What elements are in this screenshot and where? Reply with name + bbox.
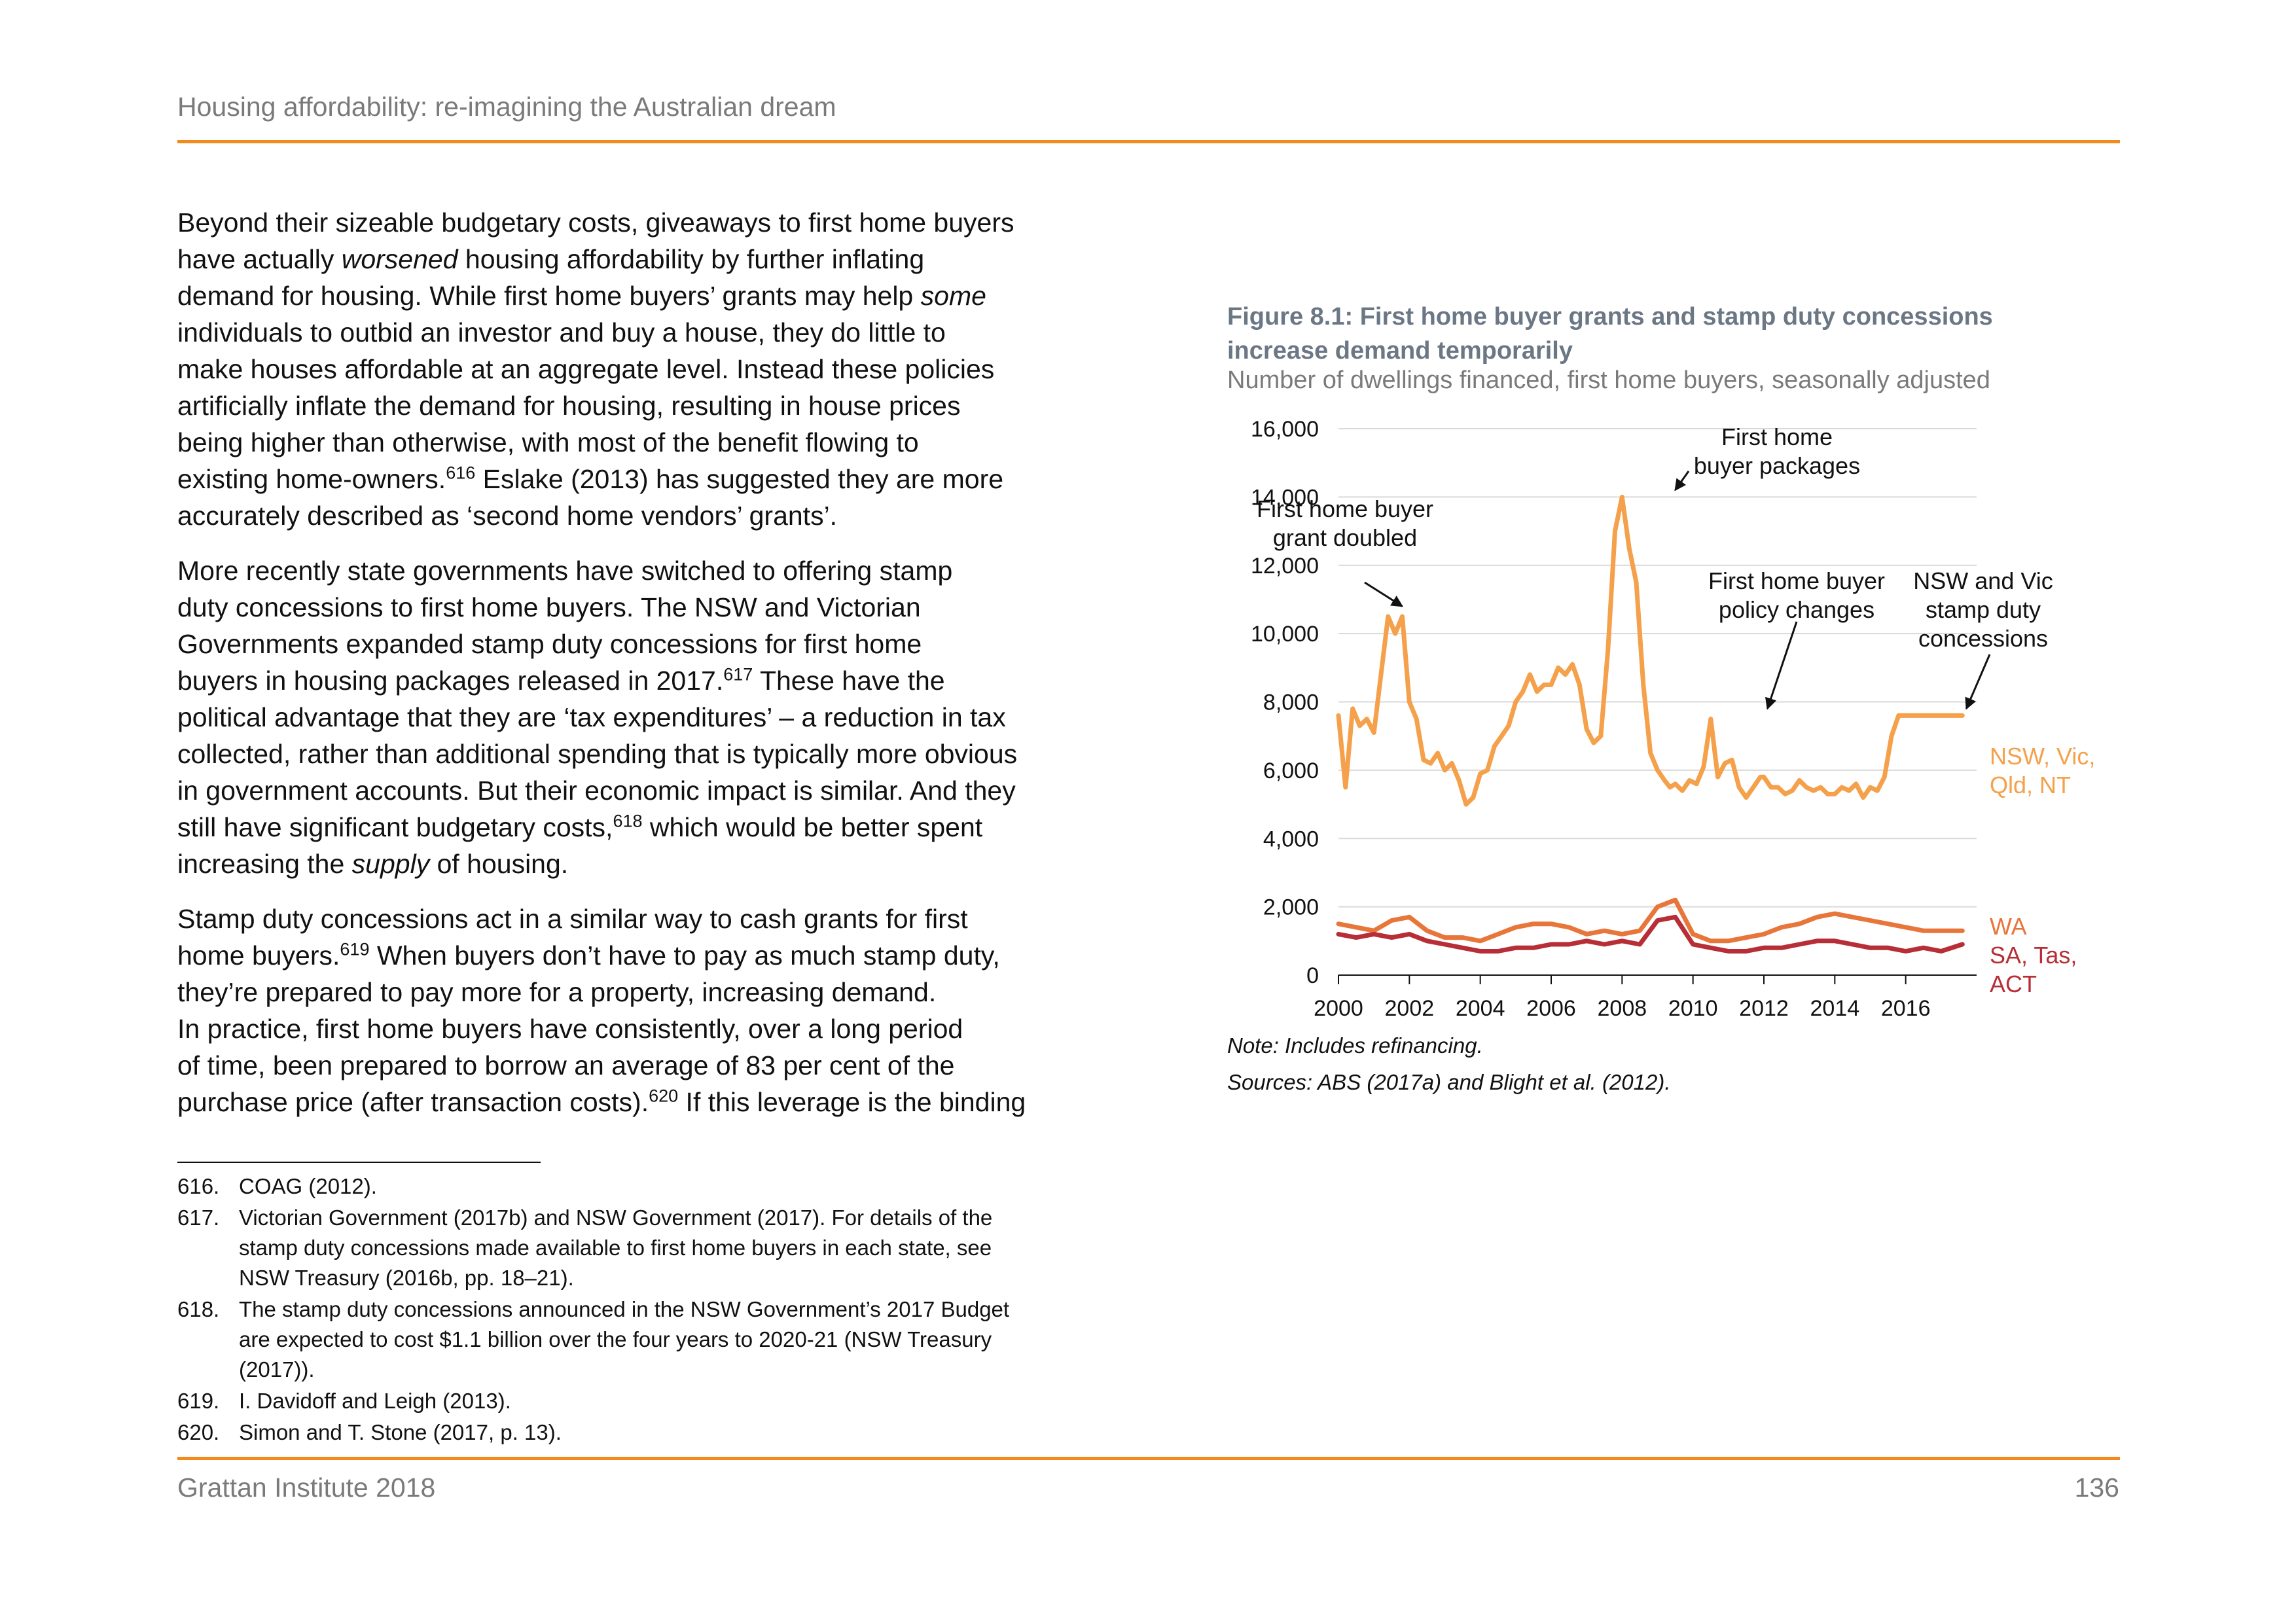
footnote-text: I. Davidoff and Leigh (2013).	[239, 1389, 511, 1413]
body-line: In practice, first home buyers have cons…	[177, 1014, 963, 1044]
footnote: 616. COAG (2012).	[177, 1171, 1094, 1202]
body-line: buyers in housing packages released in 2…	[177, 664, 945, 696]
figure-title: Figure 8.1: First home buyer grants and …	[1227, 300, 2078, 368]
body-line: accurately described as ‘second home ven…	[177, 501, 838, 531]
footnotes: 616. COAG (2012). 617. Victorian Governm…	[177, 1171, 1094, 1449]
annotation-text: stamp duty	[1926, 596, 2041, 623]
x-tick-label: 2014	[1810, 996, 1860, 1021]
footnote-divider	[177, 1162, 541, 1163]
header-divider	[177, 140, 2120, 143]
page-number: 136	[2074, 1472, 2119, 1503]
series-label: Qld, NT	[1990, 772, 2071, 798]
annotation-text: grant doubled	[1273, 524, 1417, 551]
series-line	[1336, 914, 1965, 954]
footnote-number: 619.	[177, 1389, 220, 1413]
footnote-text: NSW Treasury (2016b, pp. 18–21).	[239, 1266, 574, 1290]
body-line: political advantage that they are ‘tax e…	[177, 702, 1006, 732]
body-text: Beyond their sizeable budgetary costs, g…	[177, 204, 1094, 1120]
body-line: increasing the supply of housing.	[177, 849, 569, 879]
figure-title-line: Figure 8.1: First home buyer grants and …	[1227, 303, 1993, 330]
series-label: ACT	[1990, 971, 2037, 997]
annotation-arrow	[1765, 621, 1798, 710]
y-tick-label: 8,000	[1263, 690, 1319, 715]
footer-divider	[177, 1457, 2120, 1460]
series-line	[1336, 494, 1965, 807]
footnote: 620. Simon and T. Stone (2017, p. 13).	[177, 1418, 1094, 1448]
figure-subtitle: Number of dwellings financed, first home…	[1227, 366, 1990, 394]
footer-publisher: Grattan Institute 2018	[177, 1472, 436, 1503]
line-chart: 0 2,000 4,000 6,000 8,000 10,000 12,000 14,000 1…	[1251, 417, 2095, 1021]
annotation-text: First home buyer	[1708, 567, 1885, 594]
annotation-text: buyer packages	[1694, 452, 1860, 479]
annotation-text: First home	[1721, 423, 1833, 450]
footnote-number: 617.	[177, 1205, 220, 1230]
footnote-number: 616.	[177, 1174, 220, 1198]
annotation-text: First home buyer	[1257, 495, 1433, 522]
y-tick-label: 2,000	[1263, 895, 1319, 920]
series-label: WA	[1990, 913, 2027, 940]
figure-notes: Note: Includes refinancing. Sources: ABS…	[1227, 1027, 2078, 1101]
y-tick-label: 4,000	[1263, 827, 1319, 851]
body-line: purchase price (after transaction costs)…	[177, 1086, 1026, 1117]
footnote-text: The stamp duty concessions announced in …	[239, 1297, 1010, 1321]
body-line: they’re prepared to pay more for a prope…	[177, 977, 937, 1007]
footnote-text: are expected to cost $1.1 billion over t…	[239, 1327, 992, 1351]
body-line: being higher than otherwise, with most o…	[177, 427, 919, 457]
series-label: SA, Tas,	[1990, 942, 2077, 969]
body-line: collected, rather than additional spendi…	[177, 739, 1018, 769]
footnote-number: 620.	[177, 1420, 220, 1444]
y-tick-label: 6,000	[1263, 758, 1319, 783]
footnote-text: (2017)).	[239, 1357, 315, 1382]
figure-note: Note: Includes refinancing.	[1227, 1033, 1483, 1058]
footnote-text: Simon and T. Stone (2017, p. 13).	[239, 1420, 562, 1444]
body-line: duty concessions to first home buyers. T…	[177, 592, 921, 622]
annotation-text: concessions	[1918, 625, 2048, 652]
x-tick-label: 2012	[1739, 996, 1789, 1021]
y-tick-label: 16,000	[1251, 417, 1319, 442]
annotation-text: policy changes	[1719, 596, 1874, 623]
body-line: existing home-owners.616 Eslake (2013) h…	[177, 463, 1004, 494]
figure-title-line: increase demand temporarily	[1227, 337, 1573, 365]
x-tick-label: 2006	[1526, 996, 1576, 1021]
x-tick-label: 2002	[1385, 996, 1435, 1021]
footnote-text: Victorian Government (2017b) and NSW Gov…	[239, 1205, 993, 1230]
body-line: Governments expanded stamp duty concessi…	[177, 629, 922, 659]
footnote: 619. I. Davidoff and Leigh (2013).	[177, 1386, 1094, 1416]
footnote-number: 618.	[177, 1297, 220, 1321]
body-line: individuals to outbid an investor and bu…	[177, 317, 946, 348]
x-tick-label: 2010	[1668, 996, 1718, 1021]
page-header-title: Housing affordability: re-imagining the …	[177, 92, 836, 122]
body-line: artificially inflate the demand for hous…	[177, 391, 961, 421]
series-label: NSW, Vic,	[1990, 743, 2095, 770]
body-line: make houses affordable at an aggregate l…	[177, 354, 995, 384]
footnote-text: COAG (2012).	[239, 1174, 377, 1198]
y-tick-label: 14,000	[1251, 485, 1319, 510]
footnote: 618. The stamp duty concessions announce…	[177, 1294, 1094, 1385]
annotation-text: NSW and Vic	[1913, 567, 2053, 594]
body-line: have actually worsened housing affordabi…	[177, 244, 925, 274]
body-line: Beyond their sizeable budgetary costs, g…	[177, 207, 1014, 238]
x-tick-label: 2004	[1456, 996, 1505, 1021]
body-line: still have significant budgetary costs,6…	[177, 811, 983, 842]
annotation-arrow	[1674, 471, 1690, 491]
y-tick-label: 0	[1306, 963, 1319, 988]
body-line: of time, been prepared to borrow an aver…	[177, 1050, 955, 1080]
footnote-text: stamp duty concessions made available to…	[239, 1236, 992, 1260]
body-line: in government accounts. But their econom…	[177, 776, 1016, 806]
body-line: More recently state governments have swi…	[177, 556, 953, 586]
figure-sources: Sources: ABS (2017a) and Blight et al. (…	[1227, 1070, 1671, 1094]
annotation-arrow	[1965, 654, 1991, 710]
footnote: 617. Victorian Government (2017b) and NS…	[177, 1203, 1094, 1293]
annotation-arrow	[1364, 581, 1404, 607]
y-tick-label: 12,000	[1251, 554, 1319, 579]
x-tick-label: 2008	[1598, 996, 1647, 1021]
body-line: Stamp duty concessions act in a similar …	[177, 904, 968, 934]
x-tick-label: 2000	[1314, 996, 1363, 1021]
series-line	[1336, 897, 1965, 944]
body-line: demand for housing. While first home buy…	[177, 281, 986, 311]
x-tick-label: 2016	[1881, 996, 1931, 1021]
y-tick-label: 10,000	[1251, 622, 1319, 647]
body-line: home buyers.619 When buyers don’t have t…	[177, 939, 1000, 971]
